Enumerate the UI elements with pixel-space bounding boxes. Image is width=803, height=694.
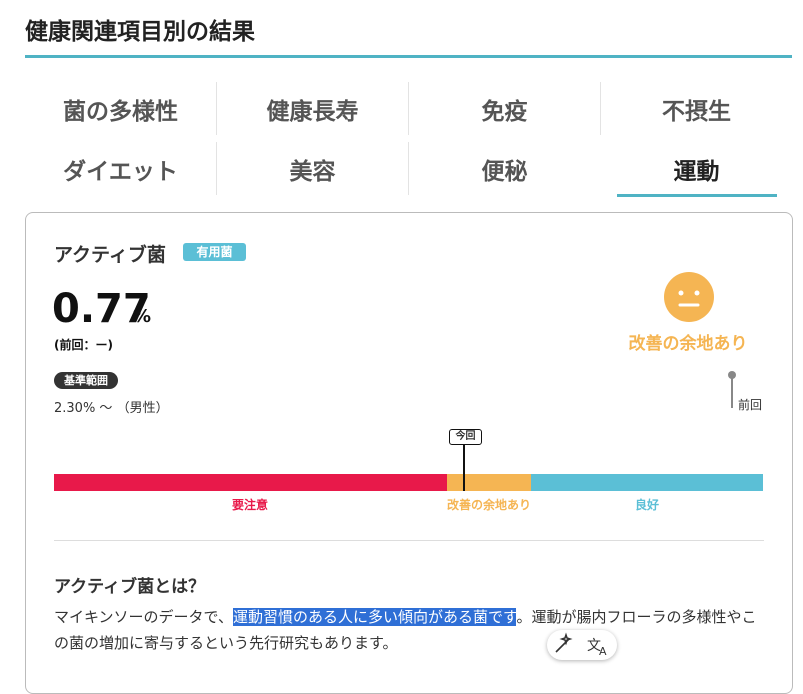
status-text: 改善の余地あり [628,334,748,354]
range-badge: 基準範囲 [54,372,118,389]
value: 0.77 [52,286,151,332]
bacteria-name: アクティブ菌 [54,244,166,266]
about-text: マイキンソーのデータで、運動習慣のある人に多い傾向がある菌です。運動が腸内フロー… [54,604,766,656]
tab[interactable]: 不摂生 [601,79,792,138]
about-title: アクティブ菌とは？ [54,577,206,597]
previous-label: 前回 [738,398,763,412]
tab[interactable]: 運動 [601,139,792,198]
tab[interactable]: 菌の多様性 [25,79,216,138]
tab-separator [600,82,601,135]
svg-text:A: A [599,645,607,658]
tab-separator [216,82,217,135]
scale-label: 要注意 [231,498,268,512]
previous-value: (前回：ー) [54,338,113,352]
divider [54,540,764,541]
current-label: 今回 [449,429,482,445]
bar-warning [54,474,447,491]
page: 健康関連項目別の結果 菌の多様性 健康長寿 免疫 不摂生ダイエット 美容 便秘 運動 アクテ… [25,19,793,694]
active-underline [617,194,777,197]
page-title: 健康関連項目別の結果 [25,19,255,45]
selected-text[interactable]: 運動習慣のある人に多い傾向がある菌です [232,608,517,626]
title-underline [25,55,792,58]
tab[interactable]: ダイエット [25,139,216,198]
tab[interactable]: 健康長寿 [217,79,408,138]
status-face [664,272,714,322]
bar-good [531,474,763,491]
unit: % [133,306,152,327]
badge: 有用菌 [183,243,246,261]
svg-text:文: 文 [587,638,601,654]
tab[interactable]: 便秘 [409,139,600,198]
previous-pin [728,371,736,408]
tab[interactable]: 美容 [217,139,408,198]
scale-label: 改善の余地あり [446,498,531,512]
tab[interactable]: 免疫 [409,79,600,138]
range-text: 2.30% ～ （男性） [54,401,169,416]
tab-separator [408,142,409,195]
text: マイキンソーのデータで、 [54,608,233,626]
tab-separator [408,82,409,135]
tab-separator [216,142,217,195]
scale-label: 良好 [634,498,659,512]
bar-improve [447,474,531,491]
current-line [463,443,465,491]
text: 。運動が腸内フローラの多様性やこの菌の増加に寄与するという先行研究もあります。 [54,608,757,652]
toolbar-icons[interactable]: 文A [547,630,617,660]
